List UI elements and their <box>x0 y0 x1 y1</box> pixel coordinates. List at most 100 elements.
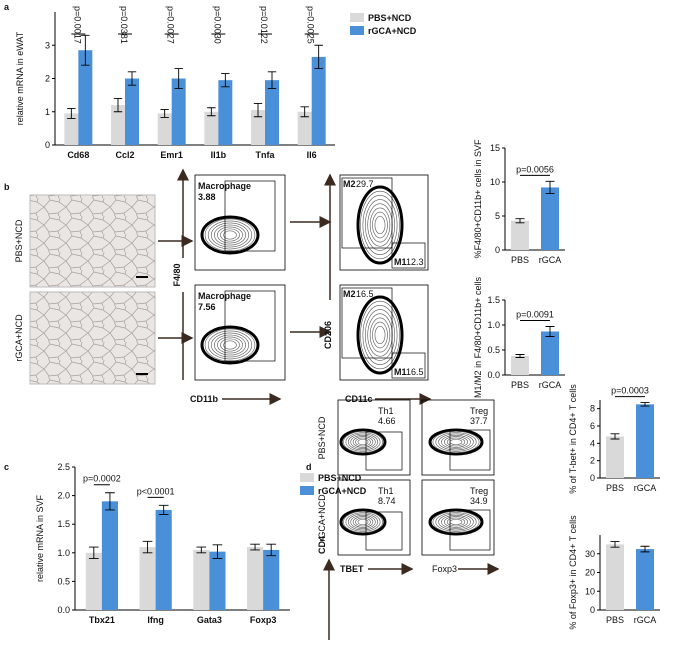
p-value: p=0.0122 <box>259 6 269 44</box>
gate-value: 7.56 <box>198 302 216 312</box>
gate-label: Treg <box>470 406 488 416</box>
p-value: p=0.0381 <box>119 6 129 44</box>
label-bg <box>176 258 186 292</box>
contour <box>432 511 480 533</box>
flow-plot-frame <box>339 284 429 381</box>
axis-label: CD4 <box>317 536 327 554</box>
gate <box>365 431 403 471</box>
contour <box>217 226 243 244</box>
error-bar <box>174 68 183 89</box>
error-bar <box>160 108 169 118</box>
gate-label: Treg <box>470 486 488 496</box>
y-tick-label: 8 <box>590 404 595 414</box>
flow-plot-frame <box>421 399 495 476</box>
y-tick-label: 2.5 <box>57 462 70 472</box>
contour <box>432 431 480 453</box>
error-bar <box>253 102 263 118</box>
y-tick-label: 0 <box>590 473 595 483</box>
gate-value: 16.5 <box>356 289 374 299</box>
row-label: rGCA+NCD <box>14 314 24 362</box>
contour <box>214 224 246 246</box>
error-bar <box>81 34 90 66</box>
contour <box>360 190 400 260</box>
bar <box>157 113 172 145</box>
contour <box>443 436 468 448</box>
gate <box>224 180 276 252</box>
legend-swatch <box>300 473 314 482</box>
histology-image <box>29 291 156 385</box>
error-bar <box>196 546 207 554</box>
x-tick-label: Foxp3 <box>250 615 277 625</box>
error-bar <box>250 543 260 551</box>
legend-swatch <box>300 486 314 495</box>
error-bar <box>610 433 620 440</box>
contour <box>374 325 386 345</box>
gate-label: Macrophage <box>198 181 251 191</box>
x-tick-label: Ccl2 <box>115 150 134 160</box>
bar <box>251 110 265 145</box>
contour <box>350 514 376 530</box>
gate-value: 3.88 <box>198 192 216 202</box>
y-tick-label: 6 <box>590 421 595 431</box>
x-tick-label: rGCA <box>634 615 657 625</box>
contour <box>372 321 388 349</box>
x-tick-label: rGCA <box>539 255 562 265</box>
error-bar <box>610 541 620 548</box>
x-tick-label: PBS <box>511 380 529 390</box>
contour <box>356 185 404 265</box>
y-tick-label: 4 <box>590 438 595 448</box>
y-tick-label: 0.0 <box>487 370 500 380</box>
bar <box>297 111 312 145</box>
bar <box>636 549 654 610</box>
gate <box>449 509 491 551</box>
contour <box>357 438 369 446</box>
contour <box>352 516 374 528</box>
contour <box>362 305 398 365</box>
y-tick-label: 10 <box>490 177 500 187</box>
contour <box>435 432 477 452</box>
y-tick-label: 1.0 <box>487 320 500 330</box>
contour <box>362 195 398 255</box>
contour <box>364 199 396 251</box>
contour <box>214 334 246 356</box>
y-tick-label: 15 <box>490 143 500 153</box>
bar <box>171 78 186 145</box>
error-bar <box>158 504 169 515</box>
error-bar <box>142 540 153 554</box>
contour <box>345 512 381 532</box>
axis-label: CD11c <box>345 394 373 404</box>
bar <box>139 547 156 610</box>
error-bar <box>267 71 277 89</box>
row-label: PBS+NCD <box>14 219 24 262</box>
contour <box>207 330 253 360</box>
contour <box>223 230 237 240</box>
gate-value: 8.74 <box>378 496 396 506</box>
contour <box>223 340 237 350</box>
y-axis-label: relative mRNA in eWAT <box>15 31 25 125</box>
legend-label: PBS+NCD <box>318 473 362 483</box>
row-label: rGCA+NCD <box>317 494 327 542</box>
gate-label: M1 <box>394 257 407 267</box>
gate-label: M2 <box>343 179 356 189</box>
contour <box>438 433 474 451</box>
panel-label: b <box>4 182 10 192</box>
contour <box>347 433 379 451</box>
x-tick-label: Emr1 <box>160 150 183 160</box>
x-tick-label: rGCA <box>539 380 562 390</box>
y-tick-label: 1.5 <box>487 295 500 305</box>
gate-value: 37.7 <box>470 416 488 426</box>
contour <box>207 220 253 250</box>
error-bar <box>221 73 230 88</box>
x-tick-label: rGCA <box>634 483 657 493</box>
contour <box>217 336 243 354</box>
error-bar <box>127 71 137 86</box>
bar <box>218 80 233 145</box>
flow-plot-frame <box>339 174 429 271</box>
x-tick-label: Tnfa <box>256 150 276 160</box>
contour <box>220 338 240 352</box>
contour <box>355 437 371 447</box>
contour <box>355 517 371 527</box>
y-tick-label: 0 <box>495 245 500 255</box>
error-bar <box>67 107 76 119</box>
